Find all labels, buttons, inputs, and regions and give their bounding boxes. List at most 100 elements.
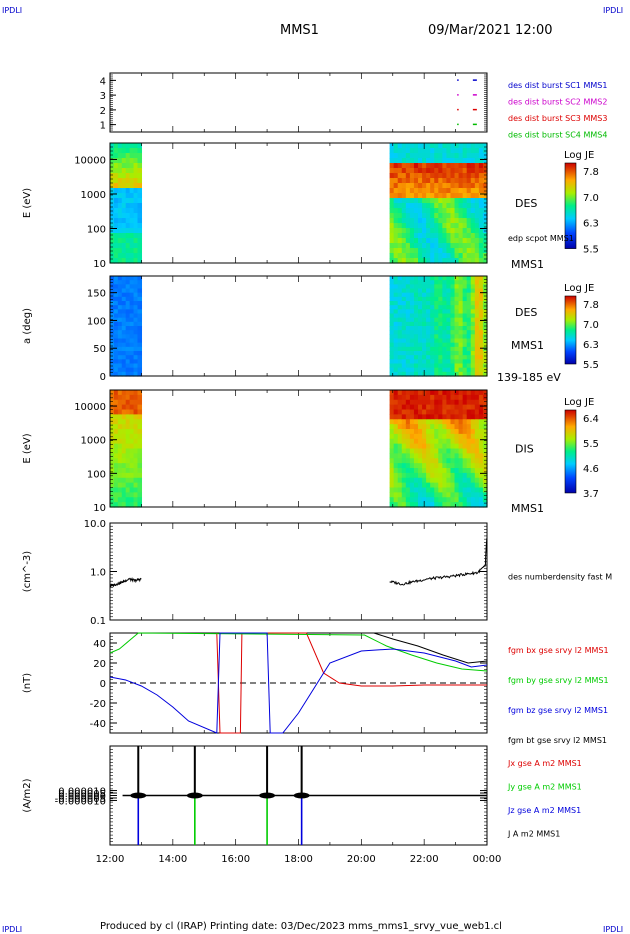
panel-des-pitch-cell xyxy=(462,305,468,310)
panel-dis-energy-cell xyxy=(125,477,131,484)
panel-des-pitch-cell xyxy=(405,342,411,348)
panel-des-energy-cell xyxy=(454,183,460,189)
panel-des-energy-cell xyxy=(413,238,419,244)
panel-dis-energy-cell xyxy=(121,409,127,415)
panel-des-energy-cell xyxy=(422,223,427,229)
panel-dis-energy-cell xyxy=(446,468,452,474)
panel-dis-energy-cell xyxy=(446,394,452,401)
panel-dis-energy-cell xyxy=(397,394,403,401)
panel-dis-energy-cell xyxy=(110,424,115,430)
panel-des-energy-cell xyxy=(422,243,427,249)
panel-des-pitch-cell xyxy=(474,355,480,360)
panel-des-pitch-cell xyxy=(466,371,472,377)
panel-dis-energy-bottom-label: MMS1 xyxy=(511,502,544,515)
panel-des-pitch-cell xyxy=(482,301,488,306)
panel-dis-energy-cell xyxy=(466,487,472,493)
panel-dis-energy-cell xyxy=(117,443,123,450)
panel-des-pitch-cell xyxy=(438,342,443,348)
panel-des-pitch-cell xyxy=(401,371,407,377)
panel-des-pitch-cell xyxy=(478,330,484,335)
panel-des-energy-cell xyxy=(110,243,115,249)
panel-dis-energy-cell xyxy=(430,492,435,498)
panel-des-pitch-cell xyxy=(401,338,407,344)
panel-dis-energy-cell xyxy=(129,433,135,440)
panel-des-energy-cell xyxy=(474,258,480,264)
panel-des-energy-cell xyxy=(442,143,448,149)
panel-des-pitch-cell xyxy=(401,276,407,281)
panel-des-pitch-cell xyxy=(422,301,427,306)
panel-des-energy-cell xyxy=(137,148,143,154)
panel-des-energy-cell xyxy=(397,238,403,244)
datetime-title: 09/Mar/2021 12:00 xyxy=(428,23,553,38)
panel-des-pitch-cell xyxy=(397,313,403,319)
panel-des-energy-cell xyxy=(466,148,472,154)
panel-dis-energy-cell xyxy=(434,468,439,474)
panel-dis-energy-cell xyxy=(413,443,419,450)
panel-des-pitch-cell xyxy=(482,351,488,356)
panel-des-energy-cell xyxy=(397,213,403,219)
panel-des-pitch-cell xyxy=(117,280,123,285)
panel-dis-energy-cell xyxy=(466,472,472,479)
panel-dis-energy-cell xyxy=(401,409,407,415)
panel-des-energy-cell xyxy=(458,163,464,169)
panel-des-energy-cell xyxy=(466,173,472,179)
panel-des-energy-cell xyxy=(482,223,488,229)
panel-des-pitch-cell xyxy=(389,330,395,335)
panel-dis-energy-cell xyxy=(446,448,452,454)
panel-des-energy-cell xyxy=(409,243,415,249)
panel-dis-energy-cell xyxy=(137,409,143,415)
panel-des-pitch-cell xyxy=(478,334,484,340)
panel-des-energy-cell xyxy=(125,153,131,159)
panel-des-pitch-tick-label: 100 xyxy=(87,316,106,327)
panel-dis-energy-cell xyxy=(129,399,135,406)
panel-des-pitch-cell xyxy=(442,321,448,327)
panel-des-energy-cell xyxy=(470,198,476,204)
panel-dis-energy-cell xyxy=(409,468,415,474)
panel-des-pitch-cell xyxy=(450,317,456,323)
panel-des-pitch-cell xyxy=(434,330,439,335)
panel-des-energy-cell xyxy=(401,193,407,199)
panel-des-pitch-cell xyxy=(405,305,411,310)
panel-burst-frame xyxy=(109,72,488,133)
panel-des-energy-cell xyxy=(133,233,139,239)
panel-des-energy-cell xyxy=(422,173,427,179)
panel-des-pitch-cell xyxy=(133,288,139,294)
panel-des-energy-cell xyxy=(389,148,395,154)
panel-dis-energy-cell xyxy=(446,477,452,484)
panel-des-pitch-cell xyxy=(137,346,143,352)
panel-dis-energy-cell xyxy=(422,409,427,415)
panel-des-pitch-cell xyxy=(438,330,443,335)
panel-des-pitch-cell xyxy=(413,288,419,294)
panel-dis-energy-cell xyxy=(113,399,119,406)
panel-des-energy-cell xyxy=(401,203,407,209)
panel-dis-energy-cell xyxy=(438,433,443,440)
panel-dis-energy-cell xyxy=(125,487,131,493)
panel-des-energy-cell xyxy=(462,173,468,179)
panel-des-energy-cell xyxy=(450,188,456,194)
panel-des-energy-cell xyxy=(442,153,448,159)
panel-dis-energy-cell xyxy=(137,394,143,401)
panel-des-energy-cell xyxy=(462,178,468,184)
panel-des-energy-cell xyxy=(418,243,423,249)
panel-dis-energy-cell xyxy=(446,433,452,440)
panel-des-pitch-cell xyxy=(110,292,115,298)
panel-des-pitch-cell xyxy=(466,363,472,369)
panel-des-energy-cell xyxy=(393,218,399,224)
panel-dis-energy-cell xyxy=(393,487,399,493)
panel-dis-energy-cell xyxy=(442,438,448,445)
panel-des-pitch-cell xyxy=(450,346,456,352)
panel-des-pitch-cell xyxy=(454,288,460,294)
panel-des-energy-cell xyxy=(462,238,468,244)
panel-dis-energy-cell xyxy=(110,463,115,469)
panel-des-pitch-cell xyxy=(474,292,480,298)
panel-des-energy-cell xyxy=(409,158,415,164)
panel-des-energy-cell xyxy=(389,153,395,159)
panel-des-pitch-cell xyxy=(434,313,439,319)
panel-dis-energy-cell xyxy=(466,477,472,484)
panel-des-energy-cell xyxy=(418,253,423,259)
panel-des-pitch-cell xyxy=(422,292,427,298)
panel-des-pitch-cell xyxy=(389,351,395,356)
panel-dis-energy-cell xyxy=(474,468,480,474)
panel-dis-energy-cell xyxy=(430,429,435,435)
panel-dis-energy-cell xyxy=(458,477,464,484)
